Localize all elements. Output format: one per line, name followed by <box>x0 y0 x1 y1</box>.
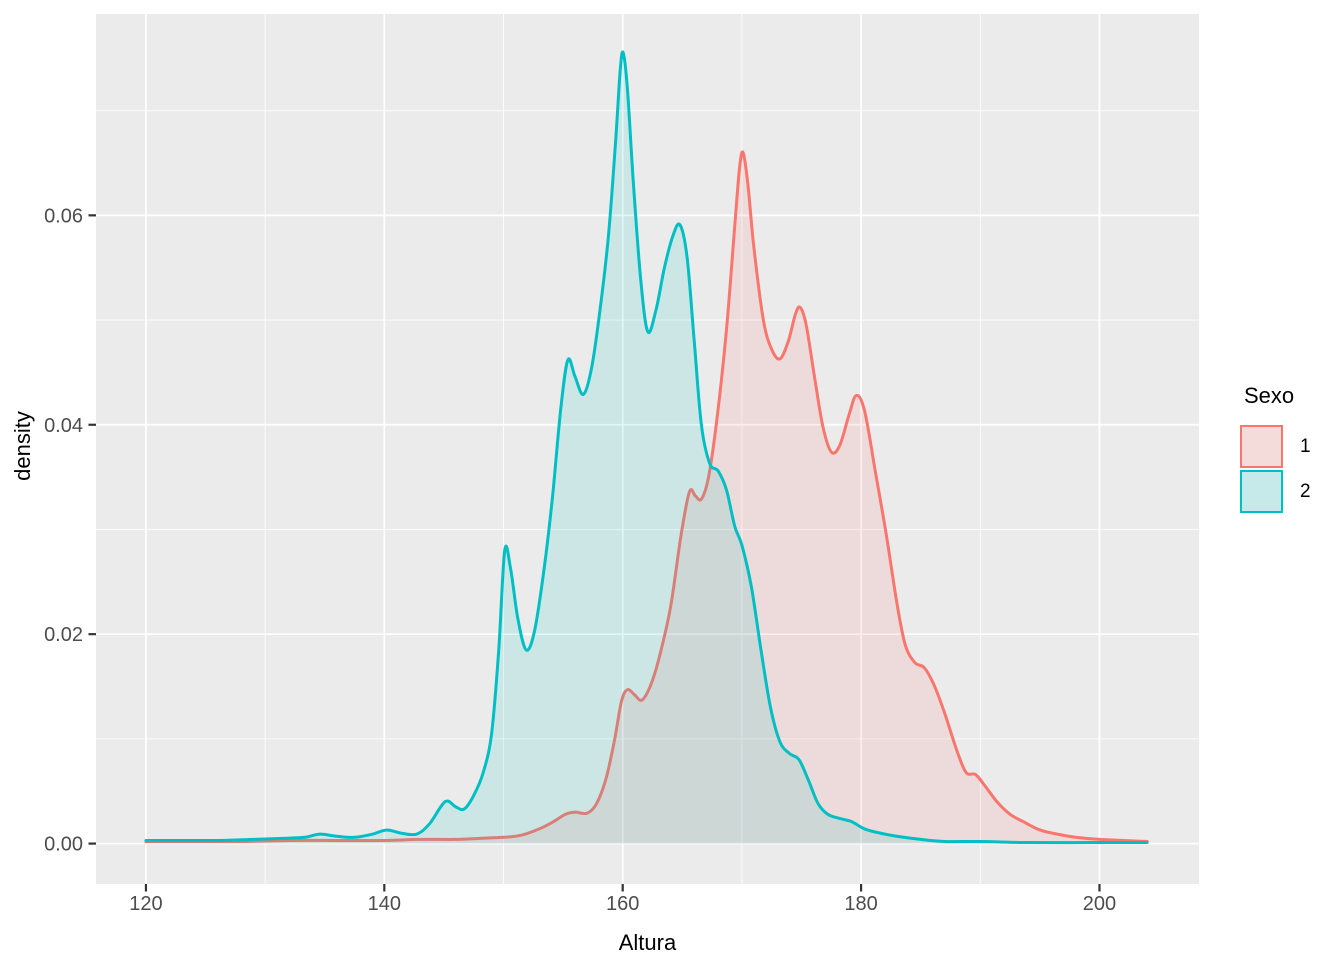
x-axis-title: Altura <box>618 930 677 955</box>
legend-label: 2 <box>1300 480 1311 502</box>
legend-key-swatch-2 <box>1240 470 1283 513</box>
y-tick-label: 0.02 <box>44 624 83 646</box>
x-tick-label: 160 <box>606 893 639 915</box>
density-line-2 <box>144 50 1149 845</box>
y-tick-label: 0.04 <box>44 415 83 437</box>
legend-label: 1 <box>1300 435 1311 457</box>
density-area-1 <box>145 151 1148 844</box>
legend-key-swatch-1 <box>1240 425 1283 468</box>
y-axis-title: density <box>10 411 35 481</box>
y-tick-label: 0.06 <box>44 205 83 227</box>
x-tick-label: 180 <box>844 893 877 915</box>
density-line-1 <box>144 150 1149 844</box>
legend-entry-2: 2 <box>1240 470 1311 513</box>
x-tick-label: 140 <box>368 893 401 915</box>
x-tick-label: 200 <box>1083 893 1116 915</box>
x-tick-label: 120 <box>129 893 162 915</box>
density-area-2 <box>145 51 1148 844</box>
legend-entry-1: 1 <box>1240 425 1311 468</box>
y-tick-label: 0.00 <box>44 834 83 856</box>
legend-title: Sexo <box>1244 383 1295 408</box>
